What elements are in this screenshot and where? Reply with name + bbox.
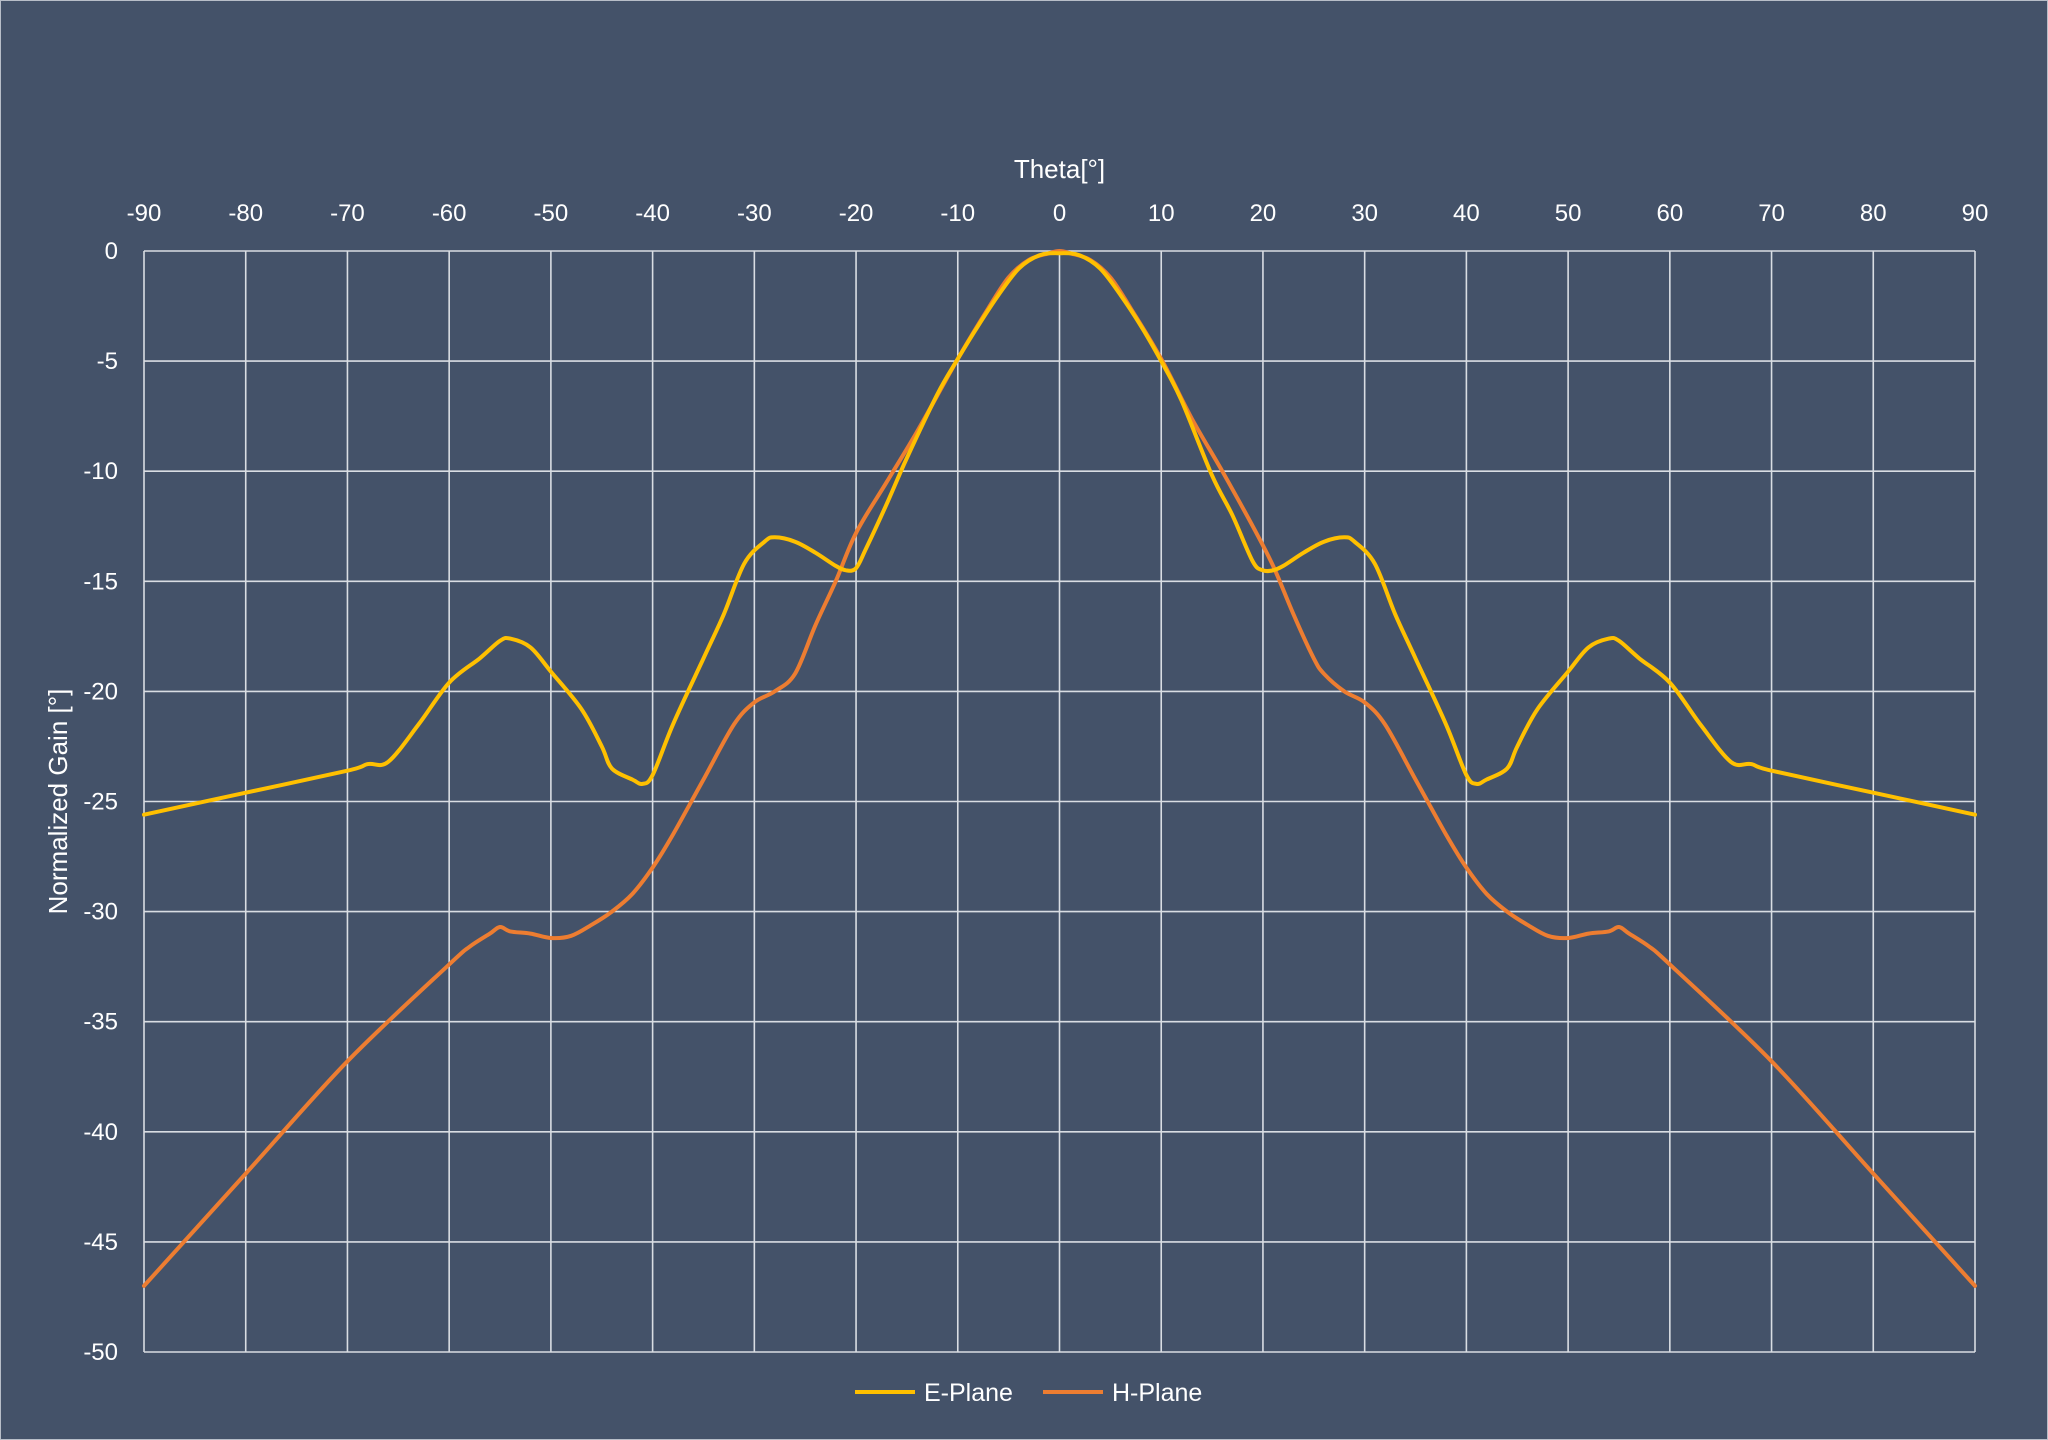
y-tick-label: -10 bbox=[83, 458, 118, 485]
x-axis-title: Theta[°] bbox=[1014, 154, 1105, 184]
x-tick-label: -10 bbox=[940, 200, 975, 227]
x-tick-labels: -90 -80 -70 -60 -50 -40 -30 -20 -10 0 10 20 30 40 50 60… bbox=[127, 200, 1989, 227]
x-tick-label: 0 bbox=[1053, 200, 1066, 227]
x-tick-label: 10 bbox=[1148, 200, 1175, 227]
legend-label-h-plane: H-Plane bbox=[1112, 1379, 1202, 1407]
x-tick-label: -50 bbox=[534, 200, 569, 227]
data-series bbox=[142, 249, 1977, 1288]
x-tick-label: 30 bbox=[1351, 200, 1378, 227]
legend-label-e-plane: E-Plane bbox=[924, 1379, 1013, 1407]
y-axis-title: Normalized Gain [°] bbox=[43, 689, 73, 915]
x-tick-label: -90 bbox=[127, 200, 162, 227]
y-tick-label: -50 bbox=[83, 1339, 118, 1366]
x-tick-label: -20 bbox=[839, 200, 874, 227]
grid-lines bbox=[143, 250, 1976, 1353]
y-tick-labels: 0 -5 -10 -15 -20 -25 -30 -35 -40 -45 -50 bbox=[83, 238, 118, 1366]
x-tick-label: -80 bbox=[228, 200, 263, 227]
y-tick-label: -30 bbox=[83, 899, 118, 926]
y-tick-label: -15 bbox=[83, 568, 118, 595]
x-tick-label: 80 bbox=[1860, 200, 1887, 227]
x-tick-label: 60 bbox=[1656, 200, 1683, 227]
x-tick-label: -60 bbox=[432, 200, 467, 227]
x-tick-label: -40 bbox=[635, 200, 670, 227]
x-tick-label: 70 bbox=[1758, 200, 1785, 227]
x-tick-label: -30 bbox=[737, 200, 772, 227]
x-tick-label: 90 bbox=[1962, 200, 1989, 227]
x-tick-label: -70 bbox=[330, 200, 365, 227]
y-tick-label: -35 bbox=[83, 1009, 118, 1036]
y-tick-label: -45 bbox=[83, 1229, 118, 1256]
legend: E-Plane H-Plane bbox=[855, 1379, 1202, 1407]
x-tick-label: 20 bbox=[1250, 200, 1277, 227]
y-tick-label: -40 bbox=[83, 1119, 118, 1146]
series-line-e-plane bbox=[142, 251, 1977, 817]
x-tick-label: 40 bbox=[1453, 200, 1480, 227]
x-tick-label: 50 bbox=[1555, 200, 1582, 227]
y-tick-label: -5 bbox=[97, 348, 118, 375]
y-tick-label: -25 bbox=[83, 789, 118, 816]
y-tick-label: -20 bbox=[83, 678, 118, 705]
y-tick-label: 0 bbox=[105, 238, 118, 265]
